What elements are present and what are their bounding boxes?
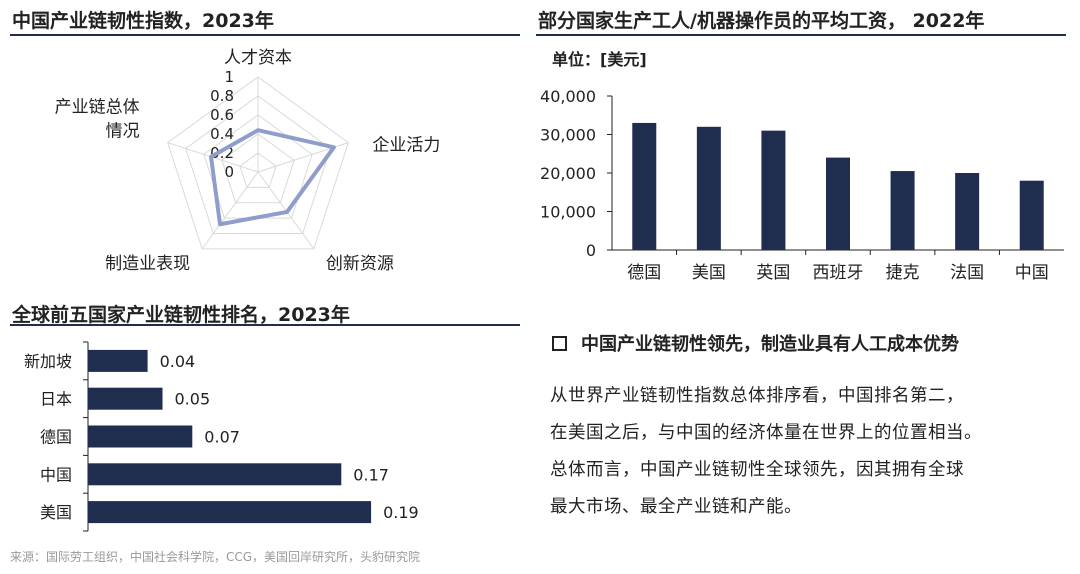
- rank-bar: [88, 387, 163, 410]
- wage-bar: [632, 122, 657, 250]
- rank-value-label: 0.07: [204, 428, 240, 447]
- wage-unit-label: 单位：[美元]: [552, 50, 647, 69]
- paragraph-line: 总体而言，中国产业链韧性全球领先，因其拥有全球: [550, 460, 964, 480]
- key-finding-heading-text: 中国产业链韧性领先，制造业具有人工成本优势: [581, 334, 959, 355]
- rank-category-label: 新加坡: [24, 352, 72, 371]
- rank-bar: [88, 501, 372, 524]
- wage-chart-title: 部分国家生产工人/机器操作员的平均工资， 2022年: [538, 10, 985, 32]
- radar-title-rule: [10, 34, 520, 36]
- wage-y-tick-label: 20,000: [540, 164, 596, 183]
- radar-axis-label: 制造业表现: [105, 254, 190, 274]
- key-finding-paragraph: 从世界产业链韧性指数总体排序看，中国排名第二， 在美国之后，与中国的经济体量在世…: [550, 378, 1070, 526]
- wage-bar: [826, 157, 850, 250]
- wage-x-tick-label: 美国: [692, 263, 726, 283]
- wage-x-tick-label: 英国: [756, 263, 790, 283]
- wage-bar: [955, 173, 980, 250]
- radar-axis-label: 人才资本: [224, 48, 292, 68]
- wage-x-tick-label: 法国: [950, 263, 984, 283]
- radar-tick-label: 0.6: [210, 106, 234, 124]
- rank-category-label: 中国: [40, 465, 72, 484]
- rank-category-label: 美国: [40, 503, 72, 522]
- radar-series-line: [209, 128, 336, 227]
- rank-bar: [88, 463, 342, 486]
- radar-spoke: [201, 171, 259, 250]
- radar-tick-label: 0.4: [210, 125, 234, 143]
- rank-category-label: 德国: [40, 428, 72, 447]
- radar-tick-label: 0: [224, 163, 234, 181]
- rank-value-label: 0.17: [353, 465, 389, 484]
- wage-x-tick-label: 德国: [627, 263, 661, 283]
- radar-grid-ring: [185, 95, 331, 234]
- radar-axis-label: 产业链总体: [55, 98, 140, 118]
- wage-y-tick-label: 30,000: [540, 126, 596, 145]
- wage-title-rule: [536, 34, 1066, 36]
- radar-axis-label: 企业活力: [372, 136, 440, 156]
- wage-y-tick-label: 40,000: [540, 87, 596, 106]
- source-note: 来源：国际劳工组织，中国社会科学院，CCG，美国回岸研究所，头豹研究院: [10, 550, 421, 564]
- radar-tick-label: 0.8: [210, 87, 234, 105]
- radar-grid-ring: [167, 76, 349, 250]
- rank-bar: [88, 349, 148, 372]
- wage-bar: [696, 126, 721, 250]
- key-finding-heading: 中国产业链韧性领先，制造业具有人工成本优势: [552, 330, 959, 356]
- paragraph-line: 在美国之后，与中国的经济体量在世界上的位置相当。: [550, 423, 982, 443]
- wage-bar: [1019, 180, 1044, 250]
- wage-y-tick-label: 10,000: [540, 203, 596, 222]
- paragraph-line: 最大市场、最全产业链和产能。: [550, 497, 802, 517]
- rank-chart-title: 全球前五国家产业链韧性排名，2023年: [12, 304, 350, 326]
- radar-axis-label: 创新资源: [326, 254, 394, 274]
- radar-tick-label: 1: [224, 68, 234, 86]
- rank-category-label: 日本: [40, 390, 72, 409]
- wage-x-tick-label: 西班牙: [813, 263, 864, 283]
- wage-bar: [890, 171, 915, 250]
- radar-grid-ring: [221, 133, 295, 204]
- wage-x-tick-label: 中国: [1015, 263, 1049, 283]
- rank-value-label: 0.19: [383, 503, 419, 522]
- rank-title-rule: [10, 324, 520, 326]
- radar-axis-label: 情况: [106, 122, 140, 142]
- radar-chart-title: 中国产业链韧性指数，2023年: [12, 10, 274, 32]
- radar-grid-ring: [239, 152, 277, 188]
- rank-bar: [88, 425, 193, 448]
- wage-y-tick-label: 0: [586, 241, 596, 260]
- wage-bar: [761, 130, 786, 250]
- rank-value-label: 0.04: [160, 352, 196, 371]
- wage-x-tick-label: 捷克: [886, 263, 920, 283]
- checkbox-bullet-icon: [552, 336, 567, 351]
- paragraph-line: 从世界产业链韧性指数总体排序看，中国排名第二，: [550, 386, 964, 406]
- rank-value-label: 0.05: [175, 390, 211, 409]
